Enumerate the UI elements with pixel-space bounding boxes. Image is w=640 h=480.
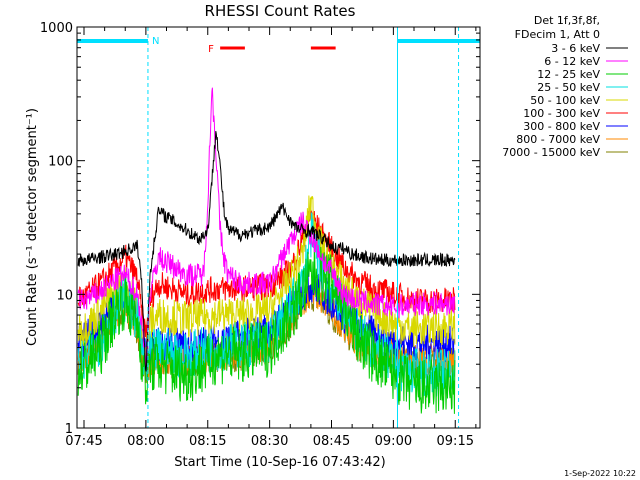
x-tick-label: 08:45 xyxy=(313,434,350,449)
legend-entry-label: 50 - 100 keV xyxy=(530,94,600,107)
x-tick-label: 09:15 xyxy=(437,434,474,449)
series-line-0 xyxy=(77,131,456,372)
night-label: N xyxy=(152,36,159,47)
plot-frame xyxy=(76,26,481,429)
series-line-1 xyxy=(77,87,456,372)
y-tick-label: 100 xyxy=(48,155,73,170)
y-tick-label: 1000 xyxy=(40,21,73,36)
legend-entry-label: 800 - 7000 keV xyxy=(516,133,600,146)
y-tick-label: 1 xyxy=(65,422,73,437)
legend-entry-label: 7000 - 15000 keV xyxy=(502,146,600,159)
x-tick-label: 09:00 xyxy=(375,434,412,449)
plot-area: N F 1 10 100 1000 07:45 08:00 08:15 08:30 08:45 09:… xyxy=(40,21,481,449)
legend-entry-label: 6 - 12 keV xyxy=(544,55,600,68)
legend-entry-label: 100 - 300 keV xyxy=(523,107,600,120)
x-tick-label: 08:00 xyxy=(127,434,164,449)
footer-timestamp: 1-Sep-2022 10:22 xyxy=(564,469,636,478)
y-axis-label: Count Rate (s⁻¹ detector segment⁻¹) xyxy=(25,108,40,346)
legend-entry-label: 12 - 25 keV xyxy=(537,68,600,81)
legend-entry-label: 300 - 800 keV xyxy=(523,120,600,133)
series-line-2 xyxy=(77,246,456,414)
y-tick-label: 10 xyxy=(56,288,73,303)
x-tick-label: 08:15 xyxy=(189,434,226,449)
chart-title: RHESSI Count Rates xyxy=(205,2,356,20)
x-axis-label: Start Time (10-Sep-16 07:43:42) xyxy=(174,455,385,470)
legend-header-line: Det 1f,3f,8f, xyxy=(534,14,600,27)
x-tick-label: 07:45 xyxy=(65,434,102,449)
flare-label: F xyxy=(208,44,214,55)
legend-header-line: FDecim 1, Att 0 xyxy=(515,28,600,41)
legend-entry-label: 3 - 6 keV xyxy=(551,42,600,55)
x-tick-label: 08:30 xyxy=(251,434,288,449)
legend-entry-label: 25 - 50 keV xyxy=(537,81,600,94)
series-line-5 xyxy=(77,209,456,339)
